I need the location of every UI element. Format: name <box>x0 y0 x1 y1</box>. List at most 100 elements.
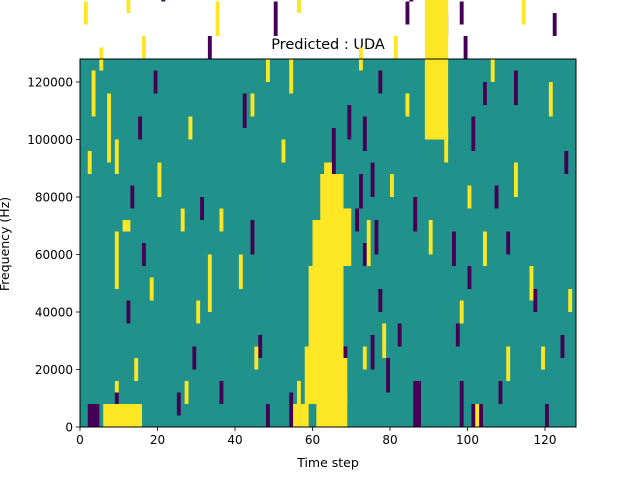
low-activation-cell <box>362 116 367 151</box>
high-activation-cell <box>149 277 154 301</box>
high-activation-cell <box>196 300 201 324</box>
high-activation-cell <box>331 300 340 370</box>
x-tick-label: 20 <box>150 433 165 447</box>
high-activation-cell <box>114 139 119 174</box>
high-activation-cell <box>366 220 371 266</box>
low-activation-cell <box>552 13 557 36</box>
low-activation-cell <box>533 289 538 312</box>
low-activation-cell <box>463 36 468 59</box>
heatmap-cells <box>83 0 573 427</box>
x-tick-label: 60 <box>305 433 320 447</box>
high-activation-cell <box>254 346 259 370</box>
high-activation-cell <box>83 1 88 25</box>
high-activation-cell <box>300 404 309 427</box>
high-activation-cell <box>87 151 92 174</box>
high-activation-cell <box>297 0 301 13</box>
low-activation-cell <box>142 243 146 266</box>
high-activation-cell <box>529 266 534 301</box>
high-activation-cell <box>91 70 96 117</box>
high-activation-cell <box>188 116 193 140</box>
low-activation-cell <box>506 231 511 255</box>
high-activation-cell <box>548 82 553 117</box>
low-activation-cell <box>192 346 197 370</box>
high-activation-cell <box>514 162 518 197</box>
low-activation-cell <box>200 197 205 220</box>
high-activation-cell <box>304 346 313 404</box>
high-activation-cell <box>393 36 398 59</box>
low-activation-cell <box>273 1 278 36</box>
low-activation-cell <box>266 404 270 427</box>
y-axis: 0 20000 40000 60000 80000 100000 120000 <box>27 75 80 434</box>
low-activation-cell <box>370 335 375 370</box>
high-activation-cell <box>467 185 472 209</box>
low-activation-cell <box>250 220 255 255</box>
high-activation-cell <box>490 59 495 82</box>
low-activation-cell <box>494 185 499 209</box>
low-activation-cell <box>413 197 418 232</box>
high-activation-cell <box>312 220 325 404</box>
high-activation-cell <box>281 139 286 163</box>
low-activation-cell <box>207 36 212 59</box>
low-activation-cell <box>452 231 456 266</box>
high-activation-cell <box>444 128 449 163</box>
high-activation-cell <box>328 358 348 427</box>
high-activation-cell <box>142 36 146 59</box>
high-activation-cell <box>428 220 433 255</box>
high-activation-cell <box>215 1 220 36</box>
low-activation-cell <box>405 1 410 25</box>
x-tick-label: 0 <box>76 433 84 447</box>
low-activation-cell <box>397 323 402 347</box>
chart-title: Predicted : UDA <box>271 37 385 53</box>
low-activation-cell <box>331 128 336 197</box>
low-activation-cell <box>498 381 503 404</box>
y-tick-label: 60000 <box>35 248 73 262</box>
low-activation-cell <box>242 93 247 128</box>
low-activation-cell <box>289 392 294 427</box>
high-activation-cell <box>459 300 464 324</box>
high-activation-cell <box>250 93 255 117</box>
high-activation-cell <box>107 93 112 163</box>
low-activation-cell <box>359 174 363 209</box>
y-tick-label: 100000 <box>27 133 73 147</box>
low-activation-cell <box>355 208 360 232</box>
high-activation-cell <box>114 231 119 289</box>
high-activation-cell <box>266 59 270 82</box>
low-activation-cell <box>370 162 375 197</box>
high-activation-cell <box>157 162 162 197</box>
low-activation-cell <box>545 404 549 427</box>
x-tick-label: 80 <box>382 433 397 447</box>
high-activation-cell <box>103 404 142 427</box>
high-activation-cell <box>180 208 185 232</box>
high-activation-cell <box>475 404 480 427</box>
y-tick-label: 40000 <box>35 305 73 319</box>
high-activation-cell <box>483 231 487 266</box>
low-activation-cell <box>374 220 379 255</box>
low-activation-cell <box>386 358 391 393</box>
high-activation-cell <box>362 346 367 370</box>
low-activation-cell <box>413 381 421 427</box>
x-tick-label: 100 <box>456 433 479 447</box>
x-tick-label: 120 <box>534 433 557 447</box>
high-activation-cell <box>541 346 546 370</box>
low-activation-cell <box>219 381 224 404</box>
low-activation-cell <box>560 335 565 358</box>
high-activation-cell <box>126 0 131 13</box>
high-activation-cell <box>184 381 189 404</box>
high-activation-cell <box>122 220 131 232</box>
high-activation-cell <box>308 266 313 370</box>
low-activation-cell <box>87 404 100 427</box>
low-activation-cell <box>564 151 569 174</box>
high-activation-cell <box>289 59 294 94</box>
low-activation-cell <box>483 82 487 105</box>
low-activation-cell <box>161 0 166 2</box>
high-activation-cell <box>428 0 449 140</box>
high-activation-cell <box>390 174 394 197</box>
low-activation-cell <box>126 300 131 324</box>
low-activation-cell <box>378 289 383 312</box>
high-activation-cell <box>219 208 224 232</box>
low-activation-cell <box>258 335 263 358</box>
low-activation-cell <box>455 323 460 347</box>
high-activation-cell <box>343 208 352 266</box>
low-activation-cell <box>459 1 464 25</box>
